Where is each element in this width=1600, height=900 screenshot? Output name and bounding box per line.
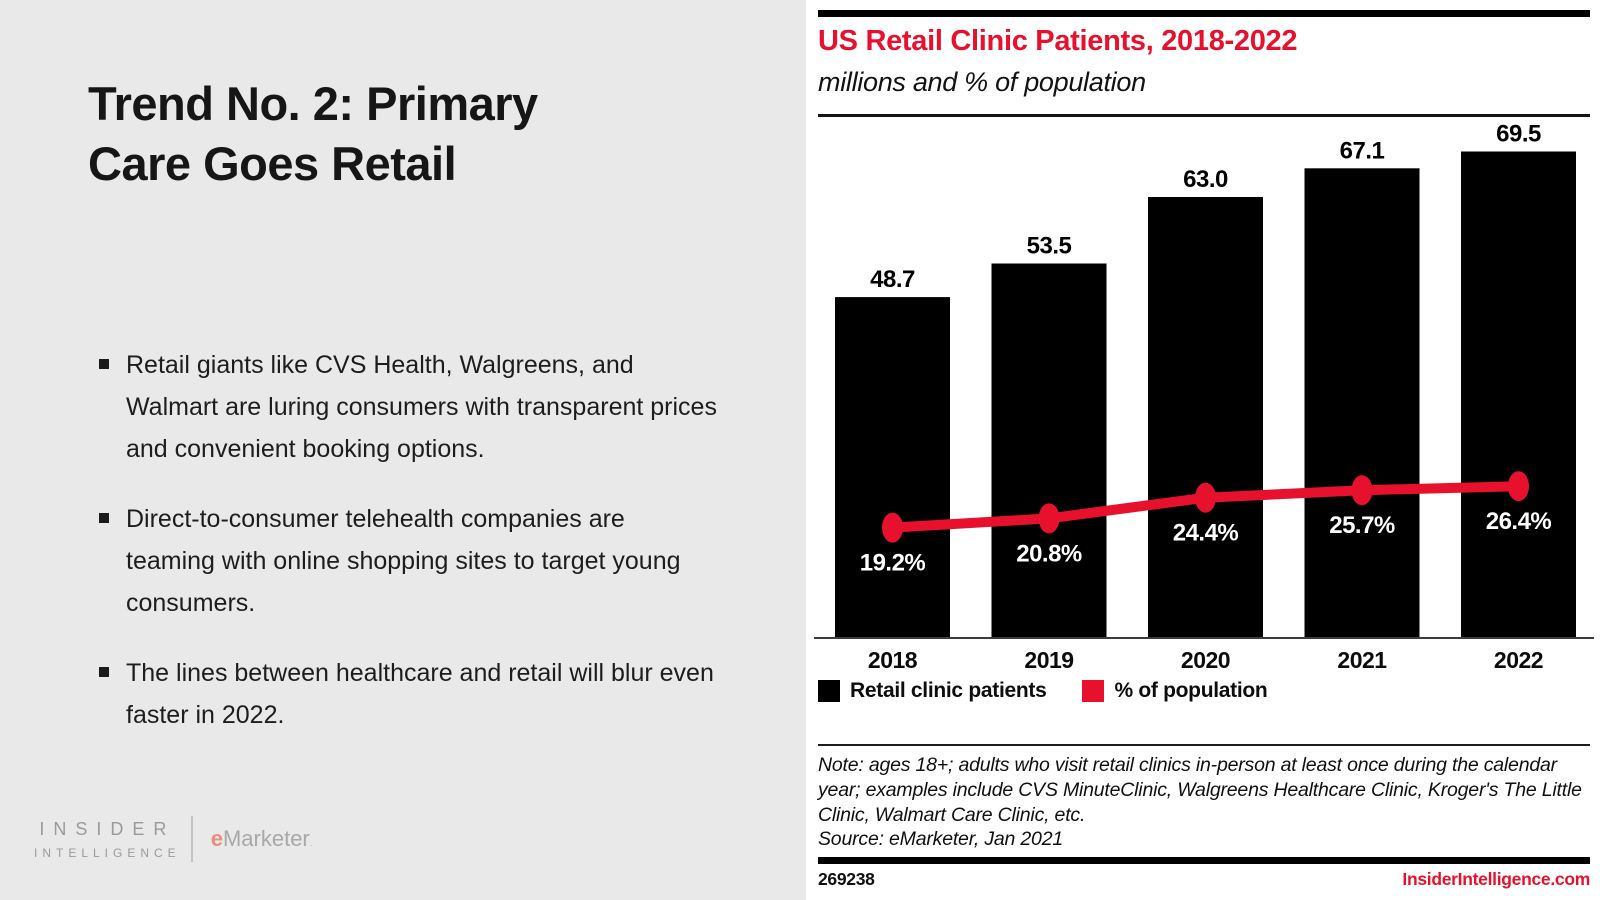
slide-title-line-2: Care Goes Retail <box>88 137 457 190</box>
chart-source: Source: eMarketer, Jan 2021 <box>818 828 1063 850</box>
x-axis-label: 2022 <box>1494 647 1543 673</box>
line-marker <box>882 512 903 543</box>
pct-value-label: 24.4% <box>1173 520 1239 547</box>
line-marker <box>1351 475 1373 506</box>
bullet-list: Retail giants like CVS Health, Walgreens… <box>99 344 719 764</box>
chart-subtitle: millions and % of population <box>818 67 1146 97</box>
pct-value-label: 25.7% <box>1329 512 1395 539</box>
bar-2022 <box>1461 151 1576 638</box>
pct-value-label: 20.8% <box>1016 540 1082 567</box>
bar-value-label: 53.5 <box>1027 233 1072 260</box>
pct-value-label: 19.2% <box>860 550 926 577</box>
bar-2019 <box>991 263 1107 638</box>
x-axis-label: 2020 <box>1181 647 1230 673</box>
note-rule <box>818 744 1590 746</box>
bar-value-label: 63.0 <box>1183 166 1228 193</box>
x-axis-label: 2018 <box>868 647 918 673</box>
insider-wordmark: INSIDER <box>39 818 176 839</box>
brand-logo: INSIDER INTELLIGENCE eMarketer. <box>34 816 312 862</box>
logo-divider <box>190 816 193 862</box>
bar-value-label: 48.7 <box>870 266 915 293</box>
subtitle-rule <box>818 114 1590 117</box>
bullet-item: Retail giants like CVS Health, Walgreens… <box>99 344 719 470</box>
chart-footer: 269238 InsiderIntelligence.com <box>818 869 1590 890</box>
bullet-square-icon <box>99 667 109 677</box>
legend-label-bar: Retail clinic patients <box>850 679 1047 702</box>
bullet-square-icon <box>99 359 109 369</box>
insider-intelligence-wordmark: INSIDER INTELLIGENCE <box>34 819 181 860</box>
line-marker <box>1038 503 1060 534</box>
line-marker <box>1508 471 1529 502</box>
bar-2021 <box>1304 168 1420 639</box>
slide-title: Trend No. 2: Primary Care Goes Retail <box>88 74 728 194</box>
bar-2020 <box>1148 197 1263 638</box>
chart-note: Note: ages 18+; adults who visit retail … <box>818 754 1582 826</box>
bullet-item: Direct-to-consumer telehealth companies … <box>99 498 719 624</box>
bullet-text: Direct-to-consumer telehealth companies … <box>126 505 681 617</box>
intelligence-wordmark: INTELLIGENCE <box>34 845 181 860</box>
legend-item-line: % of population <box>1082 679 1268 703</box>
emarketer-wordmark: eMarketer. <box>210 826 313 851</box>
pct-value-label: 26.4% <box>1486 508 1552 535</box>
website-link: InsiderIntelligence.com <box>1402 869 1590 889</box>
bar-2018 <box>835 297 950 638</box>
chart-legend: Retail clinic patients % of population <box>818 679 1268 703</box>
x-axis-label: 2019 <box>1024 647 1073 673</box>
bullet-text: The lines between healthcare and retail … <box>126 659 714 729</box>
chart-panel: US Retail Clinic Patients, 2018-2022 mil… <box>806 0 1600 900</box>
chart-id: 269238 <box>818 869 875 889</box>
x-axis-label: 2021 <box>1337 647 1387 673</box>
bar-value-label: 69.5 <box>1496 121 1541 148</box>
chart-title: US Retail Clinic Patients, 2018-2022 <box>818 25 1298 57</box>
legend-item-bar: Retail clinic patients <box>818 679 1047 703</box>
bullet-item: The lines between healthcare and retail … <box>99 652 719 736</box>
bullet-square-icon <box>99 513 109 523</box>
retail-clinic-patients-chart: 48.7 2018 53.5 2019 63.0 2020 67.1 2021 69.5 2022… <box>814 121 1594 673</box>
legend-swatch-bar-icon <box>818 680 840 702</box>
top-rule <box>818 10 1590 17</box>
line-marker <box>1195 482 1216 513</box>
bullet-text: Retail giants like CVS Health, Walgreens… <box>126 351 717 463</box>
bottom-rule <box>818 857 1590 864</box>
slide-title-line-1: Trend No. 2: Primary <box>88 77 538 130</box>
left-content-panel: Trend No. 2: Primary Care Goes Retail Re… <box>0 0 806 900</box>
legend-label-line: % of population <box>1114 679 1268 702</box>
bar-value-label: 67.1 <box>1340 137 1385 164</box>
legend-swatch-line-icon <box>1082 680 1105 702</box>
